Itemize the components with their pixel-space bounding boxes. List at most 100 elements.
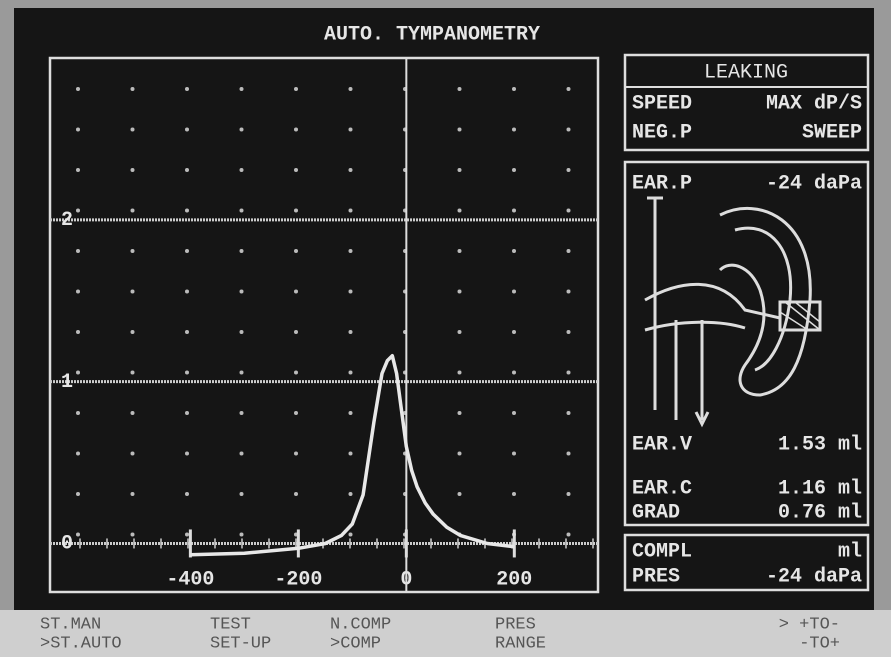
grid-dot [130,330,135,334]
grid-dot [130,249,135,253]
grid-dot [185,411,189,415]
grid-dot [76,532,80,537]
grid-dot [348,87,353,91]
grid-dot [76,127,80,132]
grid-dot [512,330,516,334]
grid-dot [294,249,298,253]
grid-dot [512,451,516,456]
grid-dot [185,330,189,334]
probe-hatch [779,301,821,331]
grid-dot [457,451,462,456]
grid-dot [185,208,189,213]
menu-item: RANGE [495,634,546,653]
grid-dot [348,330,353,334]
status-value: SWEEP [802,121,862,144]
grid-dot [348,451,353,456]
ear-p-label: EAR.P [632,172,692,195]
status-label: SPEED [632,92,692,115]
grid-dot [130,87,135,91]
menu-bar [0,610,891,657]
peak-value: -24 daPa [766,565,862,588]
grid-dot [457,330,462,334]
grid-dot [294,492,298,496]
grid-dot [76,208,80,213]
grid-dot [294,127,298,132]
grid-dot [294,451,298,456]
probe [778,300,822,332]
grid-dot [130,168,135,172]
grid-dot [130,451,135,456]
grid-dot [185,451,189,456]
grid-dot [566,87,571,91]
peak-label: PRES [632,565,680,588]
grid-dot [566,370,571,375]
grid-dot [185,532,189,537]
grid-dot [76,289,80,294]
grid-dot [512,208,516,213]
ear-v-value: 1.53 ml [778,433,862,456]
peak-value: ml [838,540,862,563]
grad-value: 0.76 ml [778,501,862,524]
grid-dot [457,370,462,375]
ear-p-value: -24 daPa [766,172,862,195]
grid-dot [566,289,571,294]
menu-item: >COMP [330,634,381,653]
menu-item: TEST [210,615,251,634]
ear-inner [734,226,793,372]
ear-outline [718,206,812,397]
peak-panel [623,533,870,592]
grid-dot [457,168,462,172]
grid-dot [566,492,571,496]
grid-dot [130,492,135,496]
x-tick-label: -400 [166,569,214,592]
grid-dot [239,208,244,213]
ear-v-label: EAR.V [632,433,692,456]
grid-dot [185,87,189,91]
grid-dot [457,249,462,253]
grid-dot [185,370,189,375]
grid-dot [239,451,244,456]
grid-dot [76,87,80,91]
grid-dot [348,492,353,496]
grid-dot [512,249,516,253]
ear-diagram [644,196,822,428]
grid-dot [566,168,571,172]
grid-dot [76,370,80,375]
grid-dot [294,87,298,91]
grid-dot [566,127,571,132]
grid-dot [239,249,244,253]
grid-dot [130,208,135,213]
grid-dot [239,168,244,172]
grid-dot [185,289,189,294]
ear-panel [623,160,870,527]
status-label: NEG.P [632,121,692,144]
grid-dot [239,532,244,537]
grid-dot [185,127,189,132]
x-tick-label: 200 [496,569,532,592]
grid-dot [76,411,80,415]
grid-dot [239,87,244,91]
grid-dot [294,330,298,334]
grid-dot [566,532,571,537]
display [14,8,874,613]
plot: 012-400-2000200 [50,58,598,592]
grid-dot [512,370,516,375]
menu-item: SET-UP [210,634,271,653]
grid-dot [294,168,298,172]
menu-item: -TO+ [799,634,840,653]
grid-dot [294,370,298,375]
grad-label: GRAD [632,501,680,524]
grid-dot [76,451,80,456]
grid-dot [130,532,135,537]
title: AUTO. TYMPANOMETRY [324,23,540,46]
arrow [694,411,710,428]
grid-dot [512,168,516,172]
tympanogram-curve [190,353,515,557]
grid-dot [239,492,244,496]
grid-dot [512,411,516,415]
plot-frame [48,56,600,594]
grid-dot [348,532,353,537]
menu-item: > +TO- [779,615,840,634]
